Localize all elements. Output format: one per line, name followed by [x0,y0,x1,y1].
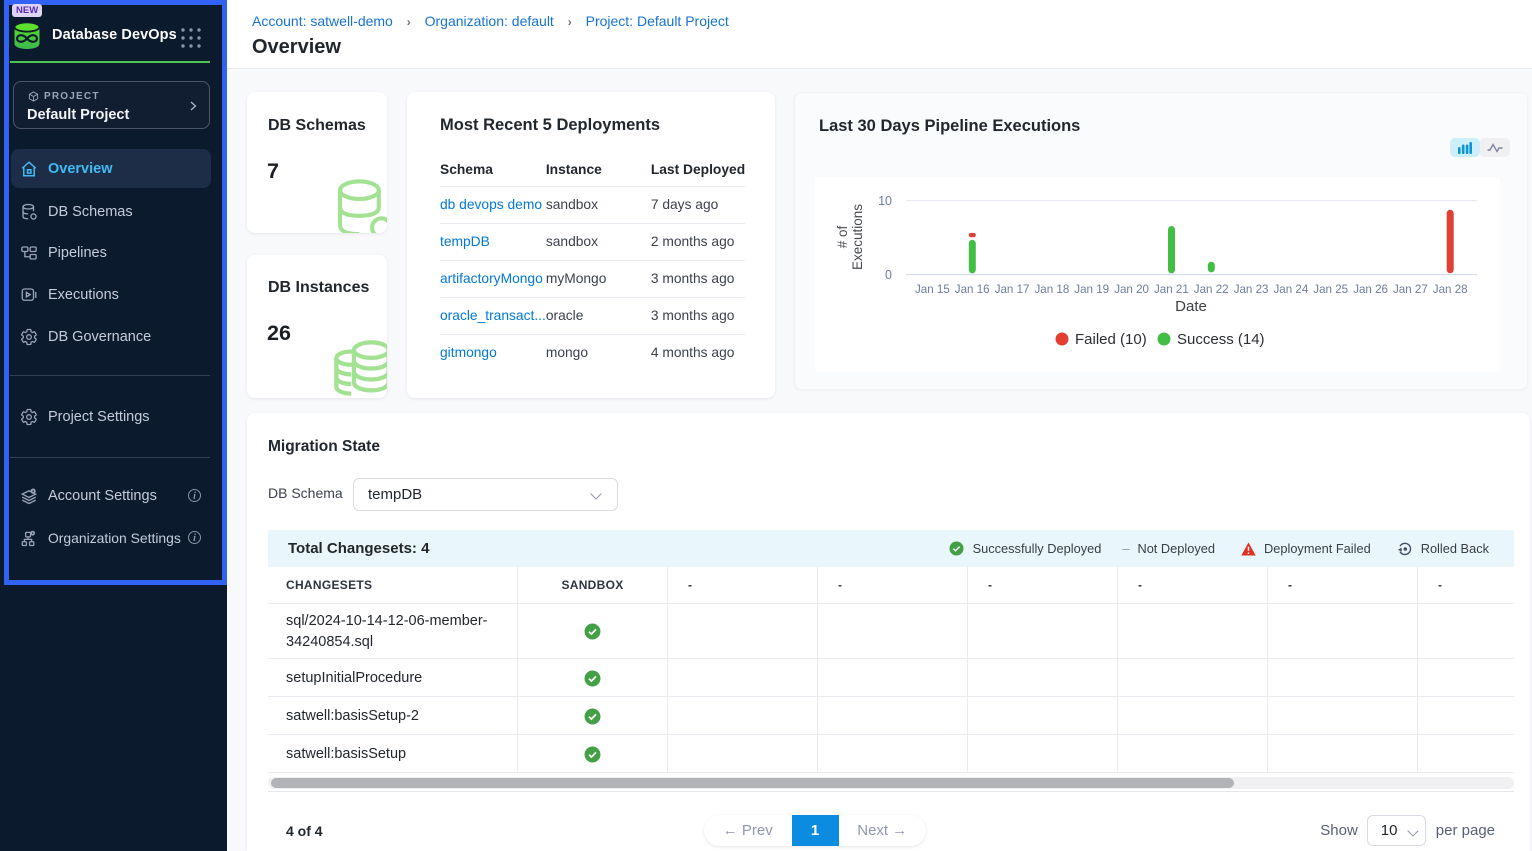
svg-text:Jan 26: Jan 26 [1353,283,1388,296]
svg-text:Jan 24: Jan 24 [1273,283,1308,296]
svg-text:Success (14): Success (14) [1177,331,1265,348]
svg-text:Jan 18: Jan 18 [1034,283,1069,296]
svg-text:Jan 21: Jan 21 [1154,283,1189,296]
svg-text:# of: # of [835,225,850,248]
svg-text:Jan 19: Jan 19 [1074,283,1109,296]
svg-text:Jan 25: Jan 25 [1313,283,1348,296]
svg-text:Jan 23: Jan 23 [1234,283,1269,296]
svg-text:Jan 16: Jan 16 [955,283,990,296]
svg-text:0: 0 [885,268,892,282]
svg-text:Date: Date [1175,298,1207,315]
svg-text:Jan 22: Jan 22 [1194,283,1229,296]
svg-text:10: 10 [878,194,892,208]
svg-text:Jan 15: Jan 15 [915,283,950,296]
svg-text:Jan 17: Jan 17 [995,283,1030,296]
svg-text:Executions: Executions [850,204,865,270]
svg-text:Jan 27: Jan 27 [1393,283,1428,296]
svg-text:Jan 20: Jan 20 [1114,283,1149,296]
svg-text:Failed (10): Failed (10) [1075,331,1147,348]
svg-text:Jan 28: Jan 28 [1433,283,1468,296]
